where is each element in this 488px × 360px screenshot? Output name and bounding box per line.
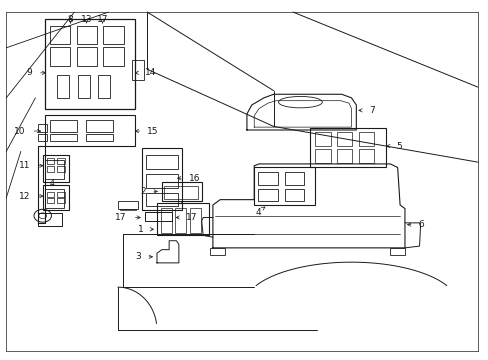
Bar: [175, 208, 186, 233]
Bar: [161, 208, 171, 233]
Text: 17: 17: [115, 213, 126, 222]
Bar: [46, 166, 54, 172]
Bar: [57, 75, 69, 98]
Text: 12: 12: [19, 192, 30, 201]
Text: 4: 4: [255, 208, 261, 217]
Text: 13: 13: [81, 15, 92, 24]
Bar: [285, 189, 304, 202]
Bar: [57, 158, 65, 164]
Bar: [131, 60, 143, 80]
Text: 8: 8: [67, 15, 73, 24]
Bar: [258, 189, 277, 202]
Bar: [358, 132, 373, 146]
Bar: [157, 203, 209, 235]
Bar: [146, 174, 178, 188]
Bar: [164, 186, 198, 199]
Text: 6: 6: [417, 220, 423, 229]
Bar: [142, 148, 182, 210]
Bar: [86, 134, 113, 141]
Bar: [309, 128, 385, 167]
Bar: [78, 75, 90, 98]
Bar: [103, 47, 123, 66]
Bar: [50, 120, 77, 132]
Bar: [50, 26, 70, 44]
Bar: [86, 120, 113, 132]
Bar: [57, 166, 65, 172]
Bar: [45, 159, 63, 179]
Bar: [146, 156, 178, 169]
Bar: [119, 208, 135, 210]
Text: 3: 3: [135, 252, 141, 261]
Text: 5: 5: [395, 141, 401, 150]
Bar: [77, 47, 97, 66]
Text: 1: 1: [137, 225, 143, 234]
Bar: [210, 248, 224, 255]
Bar: [144, 212, 171, 221]
Bar: [336, 149, 352, 163]
Bar: [314, 132, 330, 146]
Bar: [190, 208, 201, 233]
Bar: [118, 202, 137, 208]
Bar: [38, 134, 46, 141]
Bar: [42, 155, 69, 182]
Bar: [46, 198, 54, 203]
Text: 17: 17: [97, 15, 108, 24]
Bar: [314, 149, 330, 163]
Bar: [77, 26, 97, 44]
Bar: [50, 47, 70, 66]
Bar: [285, 172, 304, 185]
Text: 7: 7: [368, 106, 374, 115]
Bar: [45, 114, 135, 146]
Text: 15: 15: [147, 127, 159, 136]
Bar: [162, 182, 201, 202]
Bar: [42, 185, 69, 210]
Bar: [389, 248, 404, 255]
Bar: [103, 26, 123, 44]
Bar: [258, 172, 277, 185]
Bar: [336, 132, 352, 146]
Text: 9: 9: [26, 68, 32, 77]
Bar: [146, 193, 178, 206]
Text: 14: 14: [145, 68, 156, 77]
Bar: [358, 149, 373, 163]
Bar: [46, 192, 54, 197]
Bar: [45, 189, 63, 208]
Text: 10: 10: [14, 127, 26, 136]
Bar: [38, 124, 46, 132]
Bar: [38, 213, 62, 226]
Text: 17: 17: [186, 213, 197, 222]
Bar: [254, 167, 314, 205]
Text: 2: 2: [141, 187, 146, 196]
Bar: [46, 158, 54, 164]
Bar: [50, 134, 77, 141]
Bar: [57, 192, 65, 197]
Text: 4: 4: [50, 179, 55, 188]
Bar: [45, 19, 135, 109]
Text: 11: 11: [19, 161, 30, 170]
Bar: [57, 198, 65, 203]
Bar: [98, 75, 110, 98]
Text: 16: 16: [188, 174, 200, 183]
